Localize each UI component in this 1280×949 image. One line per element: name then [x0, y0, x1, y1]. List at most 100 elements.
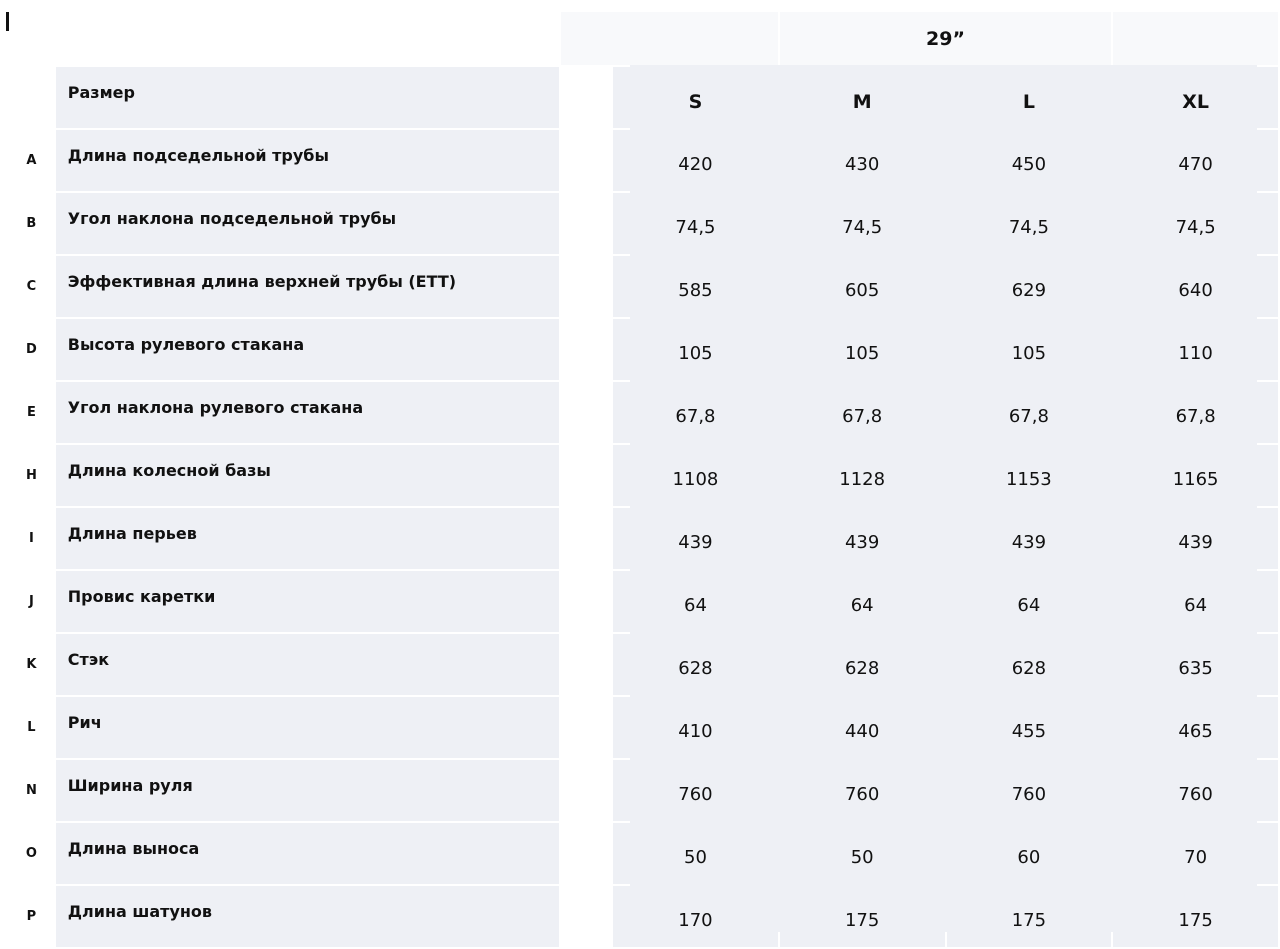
spacer [560, 382, 612, 443]
spacer [560, 445, 612, 506]
value-xl: 640 [1113, 256, 1278, 317]
table-row: H Длина колесной базы 1108 1128 1153 1165 [9, 445, 1278, 506]
value-m: 439 [779, 508, 945, 569]
table-row: P Длина шатунов 170 175 175 175 [9, 886, 1278, 947]
value-s: 439 [613, 508, 778, 569]
value-m: 50 [779, 823, 945, 884]
value-xl: 439 [1113, 508, 1278, 569]
row-name: Ширина руля [55, 760, 559, 821]
value-l: 628 [946, 634, 1112, 695]
row-letter: B [9, 193, 54, 254]
table-row: J Провис каретки 64 64 64 64 [9, 571, 1278, 632]
value-l: 1153 [946, 445, 1112, 506]
value-s: 760 [613, 760, 778, 821]
row-name: Эффективная длина верхней трубы (ETT) [55, 256, 559, 317]
value-m: 605 [779, 256, 945, 317]
value-s: 67,8 [613, 382, 778, 443]
value-s: 1108 [613, 445, 778, 506]
table-row: E Угол наклона рулевого стакана 67,8 67,8 67… [9, 382, 1278, 443]
spacer [560, 760, 612, 821]
row-letter: K [9, 634, 54, 695]
size-label: Размер [55, 67, 559, 128]
spacer [560, 256, 612, 317]
spacer [560, 697, 612, 758]
spacer [560, 130, 612, 191]
table-row: O Длина выноса 50 50 60 70 [9, 823, 1278, 884]
value-l: 60 [946, 823, 1112, 884]
row-letter: P [9, 886, 54, 947]
geometry-table: 29” Размер S M L XL A Длина подседельной … [7, 10, 1280, 949]
value-l: 439 [946, 508, 1112, 569]
row-letter: I [9, 508, 54, 569]
row-name: Высота рулевого стакана [55, 319, 559, 380]
spacer [560, 508, 612, 569]
row-letter: E [9, 382, 54, 443]
wheel-size-row: 29” [9, 12, 1278, 65]
value-s: 105 [613, 319, 778, 380]
row-name: Рич [55, 697, 559, 758]
row-name: Стэк [55, 634, 559, 695]
value-xl: 67,8 [1113, 382, 1278, 443]
value-l: 105 [946, 319, 1112, 380]
row-name: Угол наклона рулевого стакана [55, 382, 559, 443]
value-xl: 635 [1113, 634, 1278, 695]
value-m: 175 [779, 886, 945, 947]
row-name: Длина подседельной трубы [55, 130, 559, 191]
value-s: 628 [613, 634, 778, 695]
value-s: 410 [613, 697, 778, 758]
value-xl: 64 [1113, 571, 1278, 632]
size-s: S [613, 67, 778, 128]
value-m: 1128 [779, 445, 945, 506]
value-m: 67,8 [779, 382, 945, 443]
value-xl: 1165 [1113, 445, 1278, 506]
value-xl: 760 [1113, 760, 1278, 821]
value-m: 74,5 [779, 193, 945, 254]
row-name: Длина колесной базы [55, 445, 559, 506]
value-xl: 470 [1113, 130, 1278, 191]
spacer [560, 823, 612, 884]
value-s: 170 [613, 886, 778, 947]
value-s: 585 [613, 256, 778, 317]
row-name: Угол наклона подседельной трубы [55, 193, 559, 254]
value-m: 105 [779, 319, 945, 380]
size-xl: XL [1113, 67, 1278, 128]
table-row: L Рич 410 440 455 465 [9, 697, 1278, 758]
row-letter: N [9, 760, 54, 821]
value-l: 74,5 [946, 193, 1112, 254]
value-xl: 465 [1113, 697, 1278, 758]
spacer [560, 634, 612, 695]
value-s: 64 [613, 571, 778, 632]
row-letter: J [9, 571, 54, 632]
value-s: 50 [613, 823, 778, 884]
value-m: 760 [779, 760, 945, 821]
size-m: M [779, 67, 945, 128]
table-row: I Длина перьев 439 439 439 439 [9, 508, 1278, 569]
value-l: 175 [946, 886, 1112, 947]
value-xl: 70 [1113, 823, 1278, 884]
row-letter: O [9, 823, 54, 884]
row-letter: A [9, 130, 54, 191]
table-row: B Угол наклона подседельной трубы 74,5 74,5… [9, 193, 1278, 254]
spacer [560, 319, 612, 380]
row-letter: D [9, 319, 54, 380]
value-xl: 175 [1113, 886, 1278, 947]
row-name: Длина шатунов [55, 886, 559, 947]
table-row: D Высота рулевого стакана 105 105 105 110 [9, 319, 1278, 380]
wheel-size: 29” [779, 12, 1112, 65]
row-letter: L [9, 697, 54, 758]
spacer [560, 886, 612, 947]
value-l: 450 [946, 130, 1112, 191]
value-l: 64 [946, 571, 1112, 632]
row-letter: H [9, 445, 54, 506]
value-m: 440 [779, 697, 945, 758]
value-m: 628 [779, 634, 945, 695]
value-xl: 110 [1113, 319, 1278, 380]
value-m: 64 [779, 571, 945, 632]
value-l: 629 [946, 256, 1112, 317]
value-l: 67,8 [946, 382, 1112, 443]
row-name: Длина выноса [55, 823, 559, 884]
value-l: 455 [946, 697, 1112, 758]
table-row: A Длина подседельной трубы 420 430 450 470 [9, 130, 1278, 191]
size-l: L [946, 67, 1112, 128]
value-l: 760 [946, 760, 1112, 821]
